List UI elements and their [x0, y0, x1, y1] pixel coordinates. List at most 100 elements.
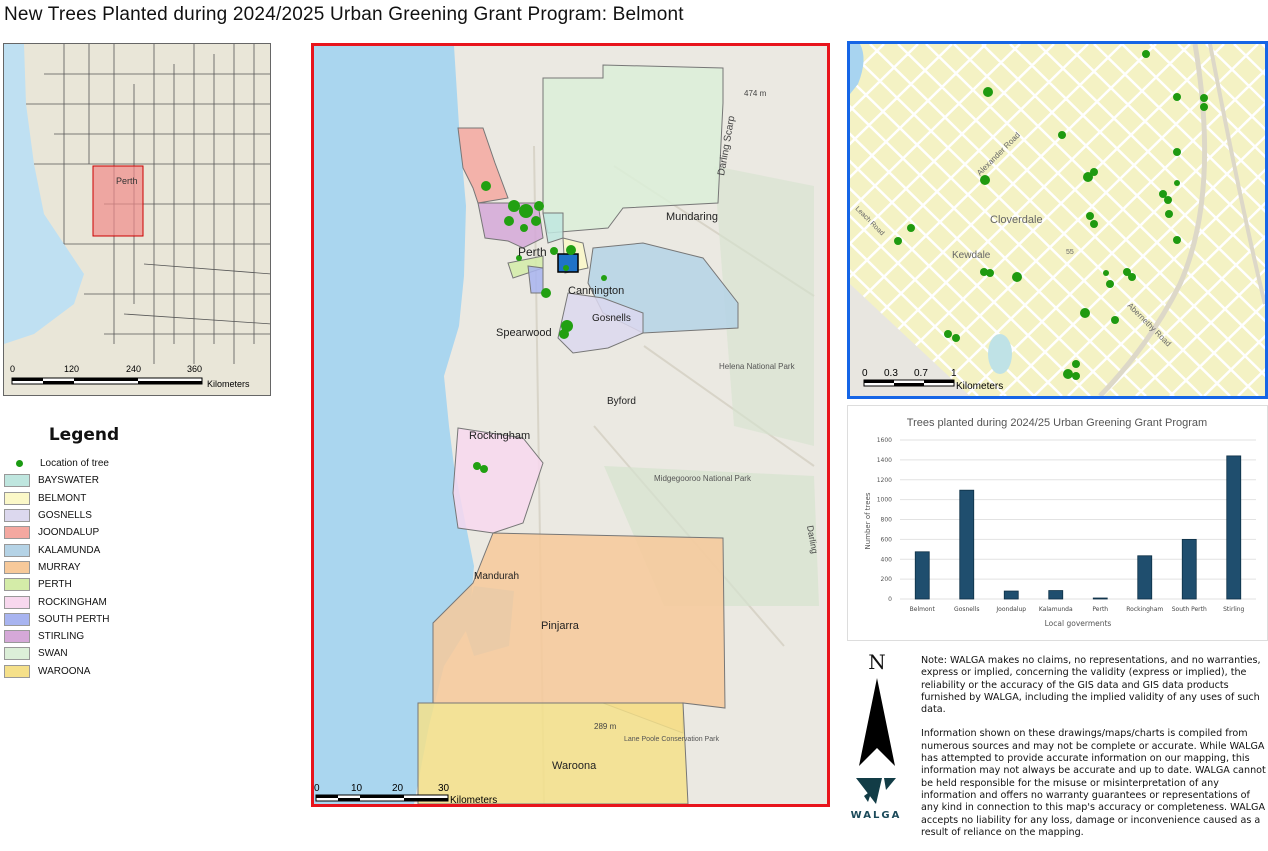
label-spearwood: Spearwood — [496, 327, 552, 339]
label-byford: Byford — [607, 396, 636, 407]
label-cannington: Cannington — [568, 285, 624, 297]
logo-text: WALGA — [850, 810, 902, 821]
legend-label: Location of tree — [40, 458, 109, 470]
x-axis-label: Local goverments — [1045, 619, 1112, 628]
y-tick-label: 400 — [881, 556, 893, 563]
legend-item-bayswater: BAYSWATER — [4, 472, 164, 489]
bar-kalamunda — [1048, 590, 1064, 600]
scale-tick: 1 — [951, 368, 957, 379]
walga-logo-icon — [856, 778, 896, 804]
bar-rockingham — [1137, 555, 1153, 600]
note-paragraph: Information shown on these drawings/maps… — [921, 728, 1266, 838]
label-midgegooroo: Midgegooroo National Park — [654, 474, 752, 483]
legend-swatch — [4, 543, 30, 557]
legend-label: STIRLING — [38, 631, 85, 643]
legend-item-murray: MURRAY — [4, 559, 164, 576]
legend: Legend Location of tree BAYSWATER BELMONT… — [4, 425, 164, 680]
locator-perth-label: Perth — [116, 176, 138, 186]
y-tick-label: 1200 — [877, 477, 892, 484]
legend-item-rockingham: ROCKINGHAM — [4, 593, 164, 610]
y-tick-label: 1400 — [877, 457, 892, 464]
legend-swatch — [4, 560, 30, 574]
scale-unit: Kilometers — [956, 381, 1003, 392]
bar-joondalup — [1003, 590, 1019, 600]
legend-item-stirling: STIRLING — [4, 628, 164, 645]
scale-tick: 0.7 — [914, 368, 928, 379]
note-paragraph: Note: WALGA makes no claims, no represen… — [921, 655, 1261, 716]
bar-gosnells — [959, 489, 975, 600]
legend-swatch — [4, 474, 30, 488]
scale-bar — [315, 794, 449, 802]
y-tick-label: 800 — [881, 517, 893, 524]
north-arrow-icon — [859, 678, 895, 766]
label-gosnells: Gosnells — [592, 313, 631, 324]
label-perth: Perth — [518, 245, 547, 259]
scale-bar — [11, 377, 203, 385]
x-tick-label: Rockingham — [1126, 606, 1163, 613]
legend-item-gosnells: GOSNELLS — [4, 507, 164, 524]
label-pinjarra: Pinjarra — [541, 620, 580, 632]
label-kewdale: Kewdale — [952, 250, 991, 261]
legend-swatch — [4, 612, 30, 626]
bar-south-perth — [1181, 538, 1197, 600]
label-mundaring: Mundaring — [666, 211, 718, 223]
legend-swatch — [4, 491, 30, 505]
scale-tick: 240 — [126, 364, 141, 374]
legend-swatch — [4, 647, 30, 661]
disclaimer-note: Note: WALGA makes no claims, no represen… — [921, 655, 1266, 851]
bar-stirling — [1226, 455, 1242, 600]
legend-item-south-perth: SOUTH PERTH — [4, 611, 164, 628]
locator-map[interactable]: Perth 0 120 240 360 Kilometers — [3, 43, 271, 396]
legend-label: BAYSWATER — [38, 475, 99, 487]
label-darling: Darling — [805, 525, 820, 555]
main-map[interactable]: Mundaring Perth Cannington Gosnells Spea… — [311, 43, 830, 807]
scale-tick: 360 — [187, 364, 202, 374]
y-tick-label: 1000 — [877, 497, 892, 504]
legend-item-perth: PERTH — [4, 576, 164, 593]
legend-label: ROCKINGHAM — [38, 596, 107, 608]
legend-label: BELMONT — [38, 492, 87, 504]
legend-item-swan: SWAN — [4, 645, 164, 662]
bar-perth — [1092, 597, 1108, 600]
legend-swatch — [4, 526, 30, 540]
x-tick-label: Joondalup — [995, 606, 1026, 613]
legend-swatch — [4, 595, 30, 609]
scale-tick: 0 — [10, 364, 15, 374]
label-cloverdale: Cloverdale — [990, 214, 1043, 226]
y-tick-label: 1600 — [877, 437, 892, 444]
x-tick-label: Stirling — [1223, 606, 1244, 613]
legend-label: KALAMUNDA — [38, 544, 101, 556]
scale-bar — [863, 379, 955, 387]
label-mandurah: Mandurah — [474, 571, 519, 582]
y-tick-label: 600 — [881, 536, 893, 543]
legend-label: SOUTH PERTH — [38, 613, 110, 625]
belmont-inset-map[interactable]: Cloverdale Kewdale Leach Road Alexander … — [847, 41, 1268, 399]
x-tick-label: Kalamunda — [1039, 606, 1073, 613]
scale-tick: 0 — [314, 783, 320, 794]
y-tick-label: 0 — [888, 596, 892, 603]
map-title: New Trees Planted during 2024/2025 Urban… — [4, 4, 684, 25]
legend-label: SWAN — [38, 648, 68, 660]
legend-item-tree: Location of tree — [4, 455, 164, 472]
legend-swatch — [4, 509, 30, 523]
legend-swatch — [4, 630, 30, 644]
legend-swatch — [4, 578, 30, 592]
bar-belmont — [914, 551, 930, 600]
label-road: Leach Road — [854, 205, 886, 237]
legend-title: Legend — [48, 425, 120, 445]
label-rockingham: Rockingham — [469, 430, 530, 442]
trees-bar-chart: Trees planted during 2024/25 Urban Green… — [847, 405, 1268, 641]
scale-tick: 120 — [64, 364, 79, 374]
legend-item-joondalup: JOONDALUP — [4, 524, 164, 541]
x-tick-label: South Perth — [1172, 606, 1207, 613]
scale-unit: Kilometers — [207, 379, 250, 389]
label-elevation: 289 m — [594, 722, 617, 731]
x-tick-label: Gosnells — [954, 606, 979, 613]
legend-item-waroona: WAROONA — [4, 663, 164, 680]
route-shield: 55 — [1066, 249, 1074, 256]
y-axis-label: Number of trees — [864, 492, 872, 549]
scale-unit: Kilometers — [450, 795, 497, 804]
legend-swatch — [4, 664, 30, 678]
legend-item-belmont: BELMONT — [4, 490, 164, 507]
legend-label: WAROONA — [38, 665, 91, 677]
